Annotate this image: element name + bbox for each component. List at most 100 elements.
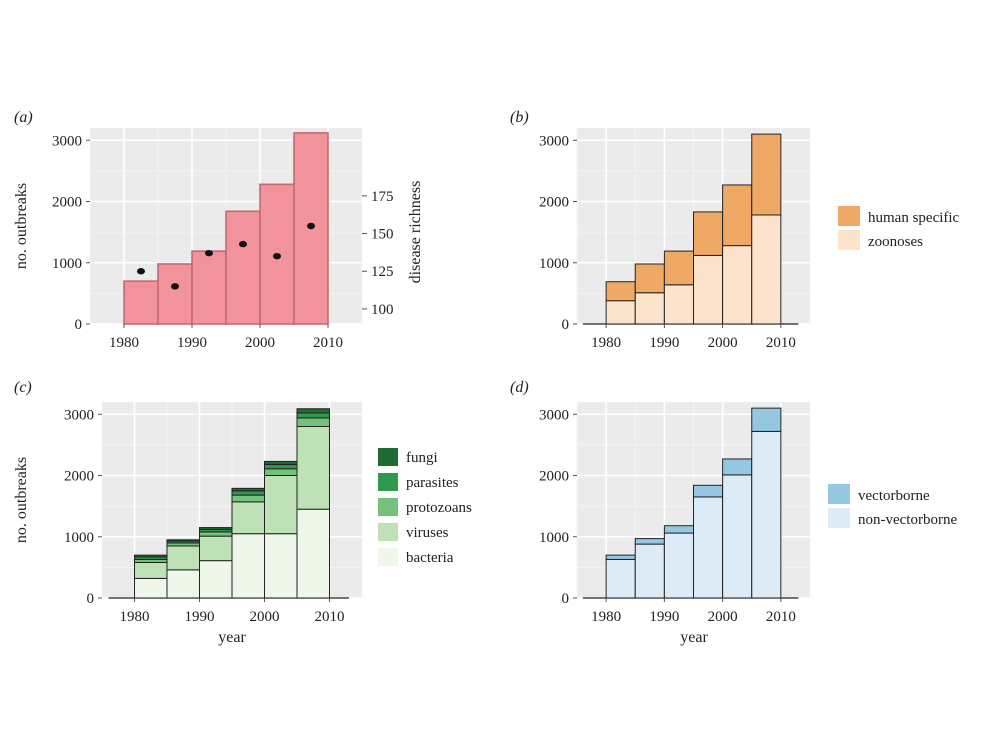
bar-human-specific-1980: [605, 281, 636, 302]
bar-vectorborne-1985: [634, 538, 665, 545]
bar-fungi-1995: [231, 487, 265, 492]
bar-non-vectorborne-1980: [605, 558, 636, 599]
x-tick-label-2000: 2000: [250, 609, 280, 625]
legend-swatch-zoonoses: [838, 230, 860, 250]
bar-zoonoses-1990: [663, 284, 694, 325]
y-tick-label-0: 0: [87, 591, 95, 607]
bar-zoonoses-2000: [722, 245, 753, 325]
x-tick-label-1980: 1980: [120, 609, 150, 625]
bar-bacteria-1980: [134, 577, 168, 599]
bar-human-specific-1995: [693, 211, 724, 256]
bar-fungi-1985: [166, 539, 200, 542]
y-tick-label-0: 0: [75, 317, 83, 333]
bar-protozoans-2000: [264, 468, 298, 477]
x-tick-label-1980: 1980: [109, 335, 139, 351]
legend-label-human-specific: human specific: [868, 210, 960, 226]
bar-viruses-2005: [296, 426, 330, 510]
legend-swatch-protozoans: [378, 498, 398, 516]
bar-bacteria-2000: [264, 533, 298, 599]
legend-swatch-human-specific: [838, 206, 860, 226]
panel-label-c: (c): [14, 379, 32, 396]
x-tick-label-2000: 2000: [708, 609, 738, 625]
y2-tick-label-150: 150: [371, 227, 394, 243]
x-tick-label-1990: 1990: [177, 335, 207, 351]
legend-label-zoonoses: zoonoses: [868, 234, 923, 250]
bar-non-vectorborne-2000: [722, 474, 753, 599]
bar-zoonoses-1985: [634, 292, 665, 325]
legend-label-vectorborne: vectorborne: [858, 488, 930, 504]
bar-parasites-2005: [296, 412, 330, 419]
bar-parasites-2000: [264, 463, 298, 470]
x-axis-title-d: year: [680, 629, 708, 646]
bar-zoonoses-1995: [693, 254, 724, 325]
bar-vectorborne-1980: [605, 554, 636, 560]
richness-point-2: [205, 249, 213, 257]
y2-tick-label-125: 125: [371, 264, 394, 280]
legend-swatch-bacteria: [378, 548, 398, 566]
bar-viruses-1985: [166, 545, 200, 571]
x-tick-label-2000: 2000: [245, 335, 275, 351]
x-tick-label-1990: 1990: [649, 335, 679, 351]
bar-viruses-1980: [134, 561, 168, 579]
panel-label-a: (a): [14, 109, 33, 126]
bar-fungi-2000: [264, 460, 298, 465]
bar-fungi-2005: [296, 408, 330, 414]
bar-viruses-1990: [199, 535, 233, 562]
richness-point-4: [273, 252, 281, 260]
bar-non-vectorborne-1985: [634, 543, 665, 599]
bar-bacteria-1990: [199, 560, 233, 599]
bar-vectorborne-1990: [663, 525, 694, 534]
y-tick-label-0: 0: [562, 591, 570, 607]
panel-label-d: (d): [510, 379, 529, 396]
panel-a: 0 1000 2000 3000 1980 1990 2000 2010 (a) no. outb…: [13, 109, 424, 351]
bar-human-specific-2000: [722, 184, 753, 247]
bar-viruses-2000: [264, 475, 298, 535]
legend-label-parasites: parasites: [406, 475, 459, 491]
panel-d: 0 1000 2000 3000 1980 1990 2000 2010 (d) year vect…: [510, 379, 957, 646]
bar-human-specific-1985: [634, 263, 665, 294]
richness-point-0: [137, 268, 145, 275]
bar-vectorborne-1995: [693, 484, 724, 498]
bar-fungi-1980: [134, 554, 168, 558]
y-axis-title-a: no. outbreaks: [13, 183, 30, 269]
legend-swatch-non-vectorborne: [828, 508, 850, 528]
bar-fungi-1990: [199, 527, 233, 530]
panel-label-b: (b): [510, 109, 529, 126]
x-tick-label-2010: 2010: [766, 335, 796, 351]
bar-protozoans-1990: [199, 531, 233, 537]
bar-human-specific-2005: [751, 133, 782, 216]
bar-zoonoses-2005: [751, 214, 782, 325]
legend-swatch-fungi: [378, 448, 398, 466]
richness-point-5: [307, 222, 315, 230]
y-tick-label-3000: 3000: [539, 407, 569, 423]
y-tick-label-1000: 1000: [64, 530, 94, 546]
legend-swatch-vectorborne: [828, 484, 850, 504]
y-tick-label-2000: 2000: [52, 195, 82, 211]
legend-label-non-vectorborne: non-vectorborne: [858, 512, 957, 528]
bar-human-specific-1990: [663, 250, 694, 286]
x-axis-title-c: year: [218, 629, 246, 646]
x-tick-label-2010: 2010: [313, 335, 343, 351]
y-tick-label-1000: 1000: [52, 256, 82, 272]
bar-bacteria-2005: [296, 508, 330, 599]
x-tick-label-2000: 2000: [708, 335, 738, 351]
y-tick-label-1000: 1000: [539, 530, 569, 546]
richness-point-3: [239, 240, 247, 248]
bar-1985-1990: [157, 263, 193, 325]
y-tick-label-2000: 2000: [64, 469, 94, 485]
y-tick-label-0: 0: [562, 317, 570, 333]
x-tick-label-1990: 1990: [185, 609, 215, 625]
bar-parasites-1995: [231, 490, 265, 496]
y2-axis-title: disease richness: [407, 181, 424, 284]
legend-label-viruses: viruses: [406, 525, 449, 541]
panel-c: 0 1000 2000 3000 1980 1990 2000 2010 (c) no. outb…: [13, 379, 472, 646]
x-tick-label-2010: 2010: [766, 609, 796, 625]
bar-protozoans-1995: [231, 494, 265, 503]
legend-label-bacteria: bacteria: [406, 550, 454, 566]
bar-vectorborne-2005: [751, 407, 782, 432]
y-tick-label-2000: 2000: [539, 469, 569, 485]
bar-protozoans-2005: [296, 417, 330, 427]
legend-label-fungi: fungi: [406, 450, 438, 466]
y-tick-label-3000: 3000: [539, 133, 569, 149]
